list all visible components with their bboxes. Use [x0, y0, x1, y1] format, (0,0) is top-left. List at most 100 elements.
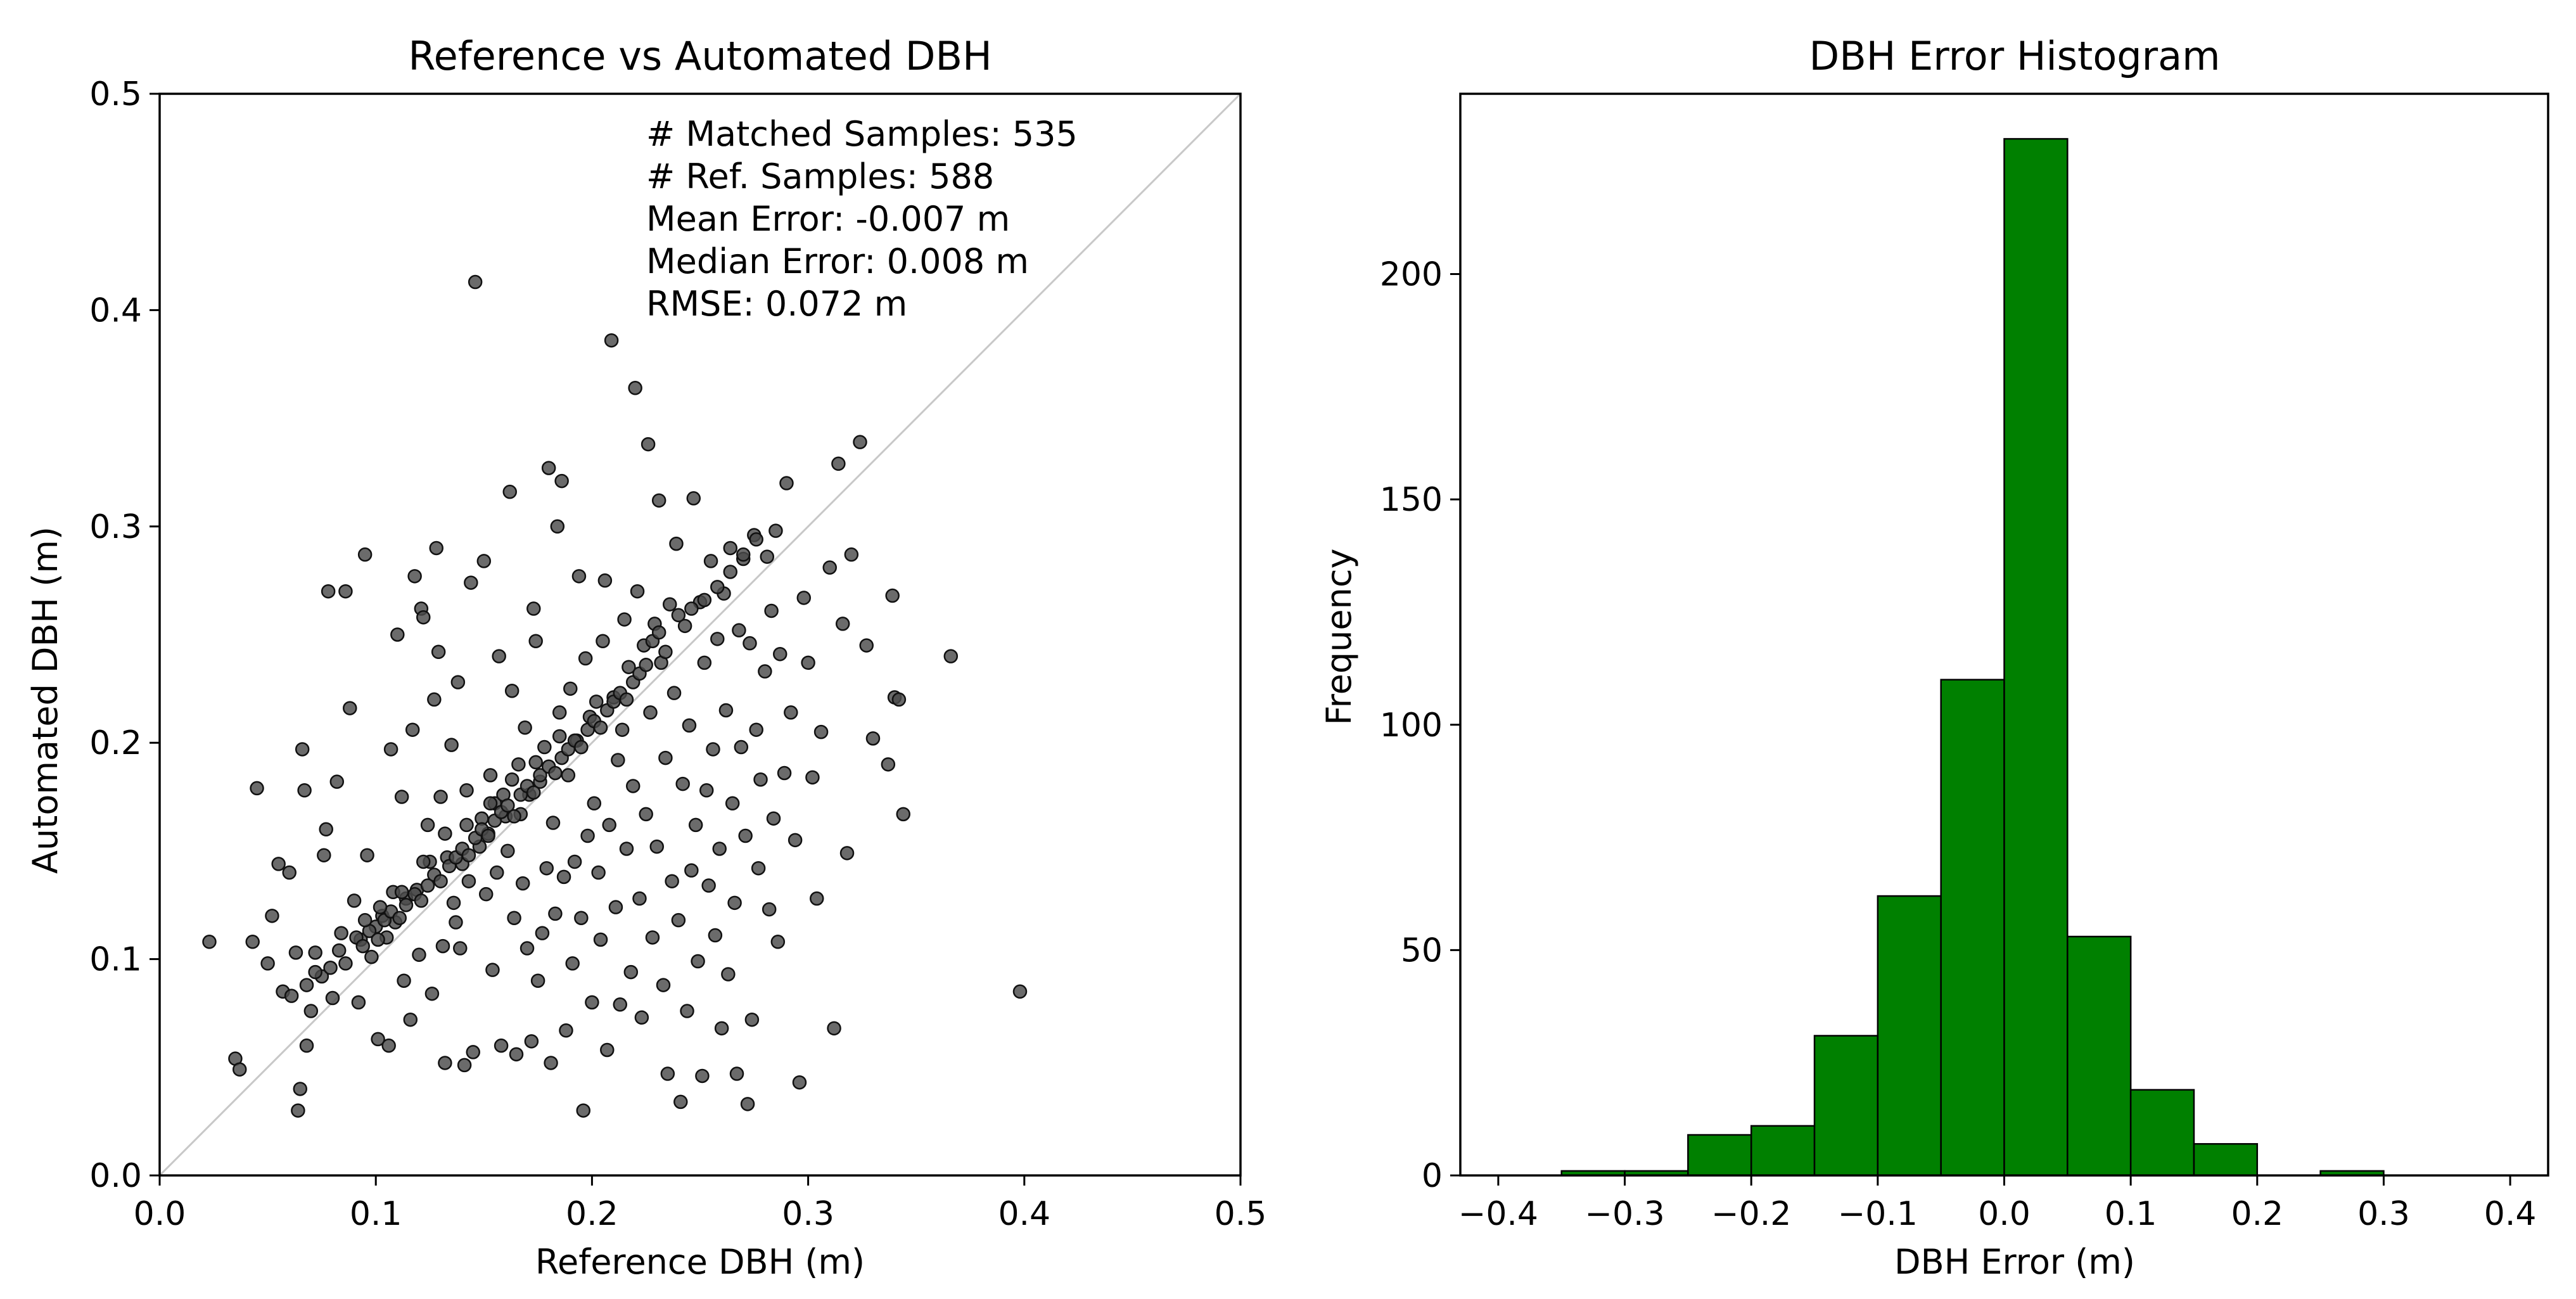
- scatter-point: [743, 636, 757, 651]
- scatter-point: [762, 902, 777, 917]
- scatter-point: [435, 938, 450, 954]
- scatter-point: [416, 854, 431, 869]
- scatter-point: [478, 886, 494, 902]
- scatter-point: [271, 857, 286, 871]
- scatter-point: [738, 828, 753, 843]
- scatter-point: [552, 705, 567, 720]
- scatter-point: [1012, 984, 1028, 999]
- scatter-point: [758, 664, 772, 679]
- stats-rmse: RMSE: 0.072 m: [646, 284, 907, 324]
- scatter-point: [528, 755, 543, 770]
- scatter-y-tick-label: 0.4: [89, 291, 142, 330]
- scatter-point: [658, 644, 673, 660]
- scatter-point: [457, 1058, 472, 1073]
- scatter-point: [539, 861, 554, 876]
- histogram-x-tick-label: 0.3: [2357, 1195, 2410, 1233]
- scatter-point: [554, 473, 569, 489]
- scatter-x-tick-label: 0.4: [998, 1195, 1050, 1233]
- scatter-point: [461, 874, 476, 888]
- scatter-point: [420, 878, 435, 893]
- scatter-point: [723, 565, 738, 579]
- scatter-point: [563, 681, 578, 696]
- scatter-point: [485, 963, 500, 977]
- scatter-point: [587, 796, 602, 811]
- scatter-point: [658, 750, 673, 765]
- scatter-point: [520, 941, 535, 956]
- scatter-point: [291, 1103, 305, 1118]
- histogram-bar: [2003, 138, 2069, 1177]
- scatter-point: [355, 938, 370, 954]
- scatter-point: [544, 1056, 558, 1070]
- scatter-point: [433, 874, 448, 888]
- scatter-point: [373, 900, 388, 914]
- scatter-point: [412, 947, 426, 963]
- scatter-point: [420, 817, 435, 833]
- scatter-point: [801, 655, 815, 670]
- scatter-point: [317, 848, 331, 862]
- scatter-point: [303, 1004, 319, 1018]
- scatter-point: [446, 895, 461, 911]
- histogram-y-tick-label: 50: [1401, 931, 1443, 969]
- scatter-point: [844, 547, 859, 562]
- scatter-point: [710, 580, 725, 594]
- scatter-point: [552, 729, 567, 744]
- scatter-point: [501, 798, 515, 813]
- scatter-point: [483, 768, 498, 783]
- scatter-point: [649, 839, 665, 854]
- scatter-point: [634, 1010, 649, 1025]
- scatter-point: [548, 906, 563, 921]
- scatter-point: [325, 990, 340, 1006]
- scatter-point: [288, 945, 303, 960]
- scatter-title: Reference vs Automated DBH: [408, 33, 992, 79]
- scatter-point: [537, 739, 552, 755]
- scatter-point: [250, 781, 264, 796]
- scatter-x-tick-label: 0.1: [350, 1195, 402, 1233]
- scatter-y-tick-label: 0.5: [89, 75, 142, 113]
- scatter-point: [392, 911, 407, 925]
- scatter-point: [671, 912, 686, 928]
- scatter-point: [383, 742, 399, 757]
- scatter-point: [725, 796, 740, 811]
- scatter-point: [591, 865, 606, 880]
- scatter-x-tick-label: 0.3: [782, 1195, 834, 1233]
- scatter-point: [831, 456, 846, 471]
- scatter-point: [651, 625, 666, 640]
- scatter-point: [710, 632, 725, 646]
- scatter-point: [660, 1066, 675, 1081]
- scatter-y-tick-label: 0.0: [89, 1157, 142, 1195]
- scatter-point: [615, 722, 630, 737]
- identity-line: [158, 93, 1242, 1177]
- histogram-y-tick-label: 150: [1380, 481, 1443, 519]
- scatter-point: [559, 1023, 573, 1038]
- scatter-point: [394, 885, 409, 900]
- scatter-point: [351, 995, 366, 1010]
- scatter-point: [464, 575, 478, 590]
- scatter-panel: Reference vs Automated DBH Reference DBH…: [25, 33, 1266, 1282]
- scatter-point: [628, 381, 642, 395]
- scatter-point: [331, 943, 347, 958]
- histogram-x-tick-label: −0.3: [1584, 1195, 1664, 1233]
- scatter-point: [459, 783, 474, 798]
- scatter-point: [688, 817, 703, 833]
- scatter-point: [492, 649, 506, 663]
- scatter-point: [645, 930, 660, 945]
- scatter-point: [450, 675, 466, 689]
- scatter-point: [593, 720, 608, 735]
- scatter-point: [766, 811, 781, 826]
- scatter-point: [686, 491, 701, 506]
- histogram-x-tick-label: −0.1: [1838, 1195, 1918, 1233]
- scatter-point: [571, 569, 587, 584]
- scatter-point: [504, 772, 520, 787]
- scatter-point: [625, 779, 641, 793]
- scatter-point: [515, 876, 530, 891]
- scatter-point: [643, 705, 658, 720]
- scatter-point: [556, 869, 571, 885]
- scatter-point: [656, 978, 671, 992]
- scatter-point: [632, 891, 647, 906]
- scatter-point: [526, 785, 541, 800]
- scatter-point: [703, 554, 718, 568]
- histogram-plot-frame: [1459, 93, 2549, 1177]
- scatter-point: [684, 601, 699, 616]
- scatter-point: [297, 783, 312, 798]
- scatter-point: [466, 1045, 480, 1059]
